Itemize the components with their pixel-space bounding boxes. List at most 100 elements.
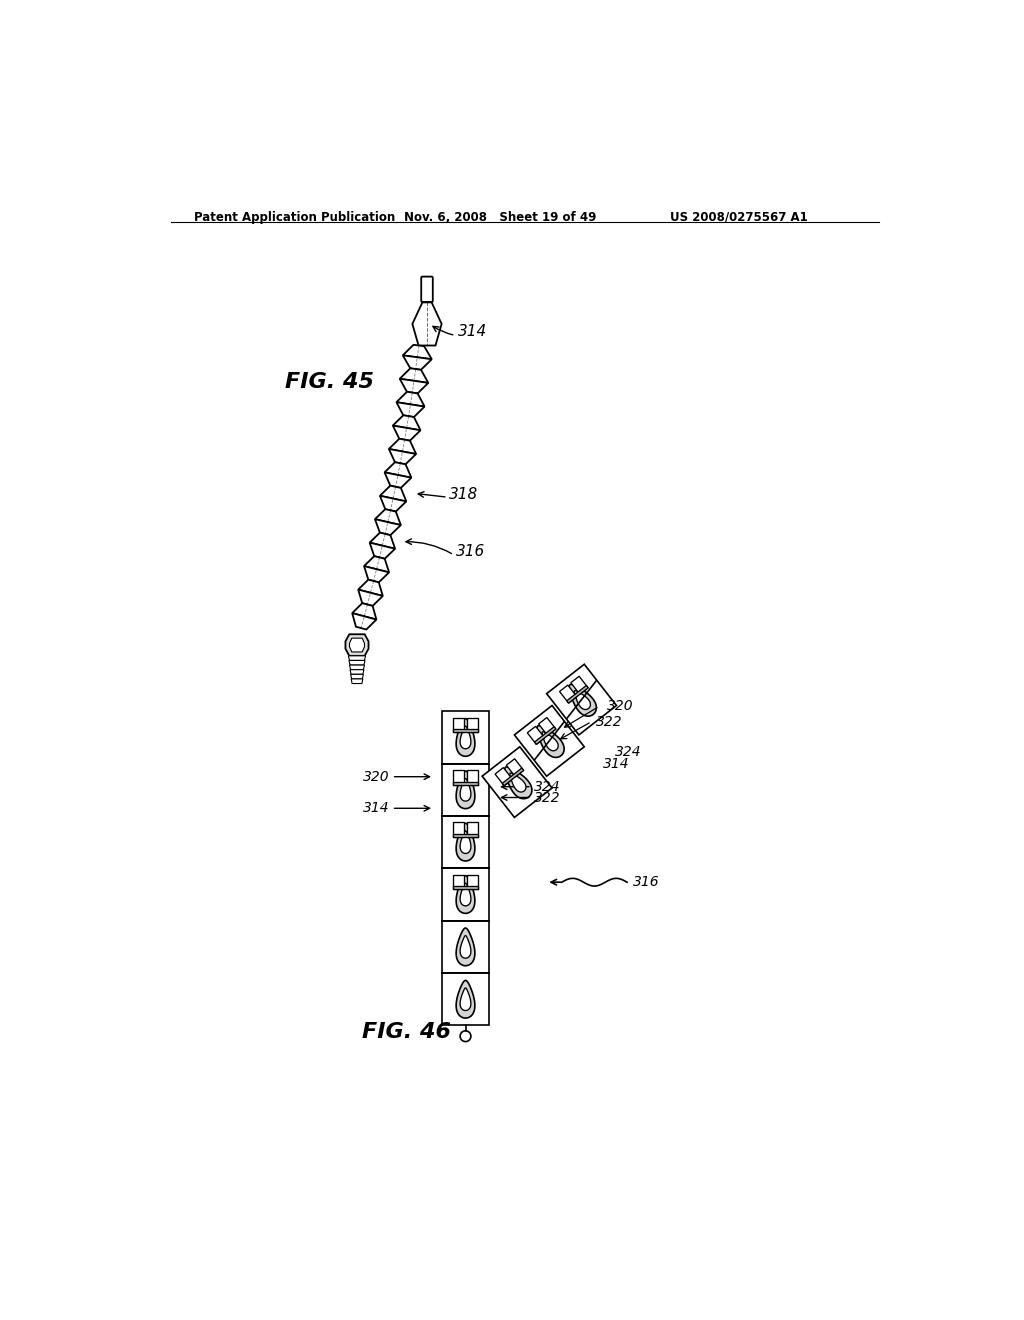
Polygon shape <box>349 638 365 652</box>
Polygon shape <box>456 928 475 966</box>
Polygon shape <box>495 768 512 785</box>
Polygon shape <box>352 612 377 630</box>
Text: US 2008/0275567 A1: US 2008/0275567 A1 <box>670 211 807 224</box>
Polygon shape <box>402 345 432 359</box>
Circle shape <box>460 1031 471 1041</box>
Text: 320: 320 <box>607 700 634 713</box>
Polygon shape <box>460 830 471 854</box>
Polygon shape <box>375 510 400 525</box>
Polygon shape <box>350 675 364 678</box>
Text: 322: 322 <box>596 714 623 729</box>
Text: 322: 322 <box>535 791 561 804</box>
Polygon shape <box>413 302 441 346</box>
Polygon shape <box>566 685 588 704</box>
Polygon shape <box>351 678 362 684</box>
Polygon shape <box>399 368 428 383</box>
Polygon shape <box>527 726 545 744</box>
Polygon shape <box>396 403 425 417</box>
Polygon shape <box>453 875 464 890</box>
Polygon shape <box>385 462 412 478</box>
Polygon shape <box>453 770 464 784</box>
Polygon shape <box>441 763 489 816</box>
Polygon shape <box>365 566 389 582</box>
Polygon shape <box>453 781 478 784</box>
Polygon shape <box>375 519 400 535</box>
Polygon shape <box>539 718 556 735</box>
Text: Nov. 6, 2008   Sheet 19 of 49: Nov. 6, 2008 Sheet 19 of 49 <box>403 211 596 224</box>
Text: FIG. 45: FIG. 45 <box>285 372 374 392</box>
Polygon shape <box>393 425 421 441</box>
Polygon shape <box>514 705 585 776</box>
Polygon shape <box>441 816 489 869</box>
Polygon shape <box>441 869 489 921</box>
Polygon shape <box>441 973 489 1026</box>
Polygon shape <box>460 726 471 748</box>
Polygon shape <box>456 981 475 1018</box>
FancyBboxPatch shape <box>421 277 433 302</box>
Polygon shape <box>441 711 489 763</box>
Text: 316: 316 <box>457 544 485 560</box>
Polygon shape <box>349 665 365 669</box>
Polygon shape <box>460 883 471 906</box>
Polygon shape <box>385 473 412 488</box>
Polygon shape <box>370 533 395 549</box>
Polygon shape <box>358 579 383 597</box>
Polygon shape <box>456 875 475 913</box>
Polygon shape <box>453 886 478 890</box>
Text: 316: 316 <box>633 875 659 890</box>
Text: 324: 324 <box>535 780 561 793</box>
Polygon shape <box>460 987 471 1011</box>
Text: 324: 324 <box>614 746 641 759</box>
Polygon shape <box>535 727 556 744</box>
Polygon shape <box>467 875 478 890</box>
Polygon shape <box>506 759 523 776</box>
Polygon shape <box>537 726 564 758</box>
Polygon shape <box>453 834 478 837</box>
Polygon shape <box>393 416 421 430</box>
Text: 314: 314 <box>362 801 389 816</box>
Polygon shape <box>348 656 366 660</box>
Polygon shape <box>542 731 558 751</box>
Polygon shape <box>510 774 526 792</box>
Polygon shape <box>456 824 475 861</box>
Polygon shape <box>482 747 552 817</box>
Polygon shape <box>402 355 432 370</box>
Polygon shape <box>350 669 364 675</box>
Polygon shape <box>453 822 464 837</box>
Text: 320: 320 <box>362 770 389 784</box>
Polygon shape <box>460 779 471 801</box>
Polygon shape <box>358 590 383 606</box>
Polygon shape <box>467 770 478 784</box>
Text: FIG. 46: FIG. 46 <box>361 1023 451 1043</box>
Polygon shape <box>380 496 407 511</box>
Polygon shape <box>352 603 377 619</box>
Polygon shape <box>570 676 588 694</box>
Text: 318: 318 <box>450 487 478 503</box>
Text: 314: 314 <box>603 756 630 771</box>
Polygon shape <box>441 921 489 973</box>
Polygon shape <box>370 543 395 558</box>
Polygon shape <box>345 635 369 656</box>
Polygon shape <box>453 718 464 733</box>
Polygon shape <box>399 379 428 393</box>
Polygon shape <box>467 718 478 733</box>
Polygon shape <box>559 685 577 704</box>
Polygon shape <box>389 438 416 454</box>
Text: Patent Application Publication: Patent Application Publication <box>194 211 395 224</box>
Polygon shape <box>569 684 596 717</box>
Text: 314: 314 <box>458 325 487 339</box>
Polygon shape <box>349 660 366 665</box>
Polygon shape <box>389 449 416 465</box>
Polygon shape <box>460 936 471 958</box>
Polygon shape <box>396 392 425 407</box>
Polygon shape <box>380 486 407 502</box>
Polygon shape <box>467 822 478 837</box>
Polygon shape <box>456 718 475 756</box>
Polygon shape <box>574 690 591 710</box>
Polygon shape <box>503 768 523 785</box>
Polygon shape <box>456 771 475 809</box>
Polygon shape <box>547 664 616 735</box>
Polygon shape <box>453 729 478 733</box>
Polygon shape <box>365 556 389 573</box>
Polygon shape <box>505 767 531 799</box>
